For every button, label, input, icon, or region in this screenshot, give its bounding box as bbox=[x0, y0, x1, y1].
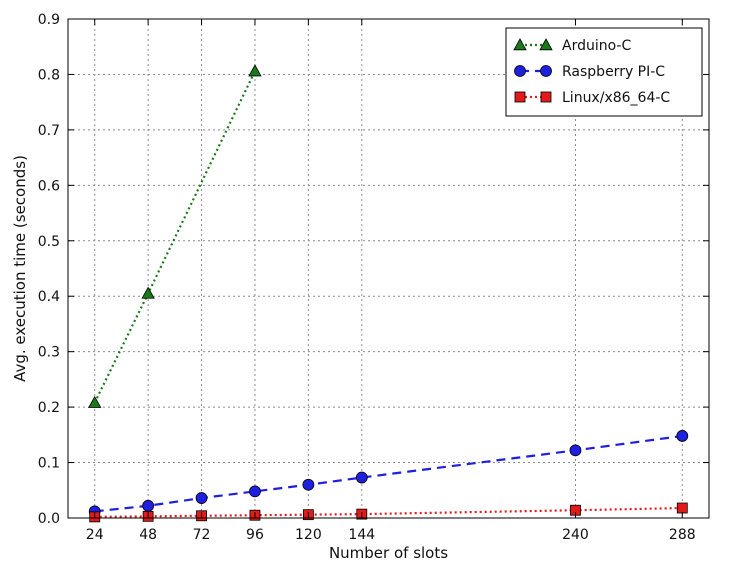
series-line bbox=[94, 506, 683, 518]
y-tick-label: 0.4 bbox=[38, 289, 60, 305]
y-tick-label: 0.1 bbox=[38, 456, 60, 472]
x-tick-label: 120 bbox=[295, 527, 322, 543]
x-axis-label: Number of slots bbox=[329, 544, 448, 562]
legend-label: Linux/x86_64-C bbox=[562, 90, 670, 106]
legend-marker bbox=[513, 38, 527, 51]
y-tick-label: 0.6 bbox=[38, 178, 60, 194]
x-tick-label: 288 bbox=[669, 527, 696, 543]
legend-marker bbox=[540, 91, 552, 103]
legend-entry: Raspberry PI-C bbox=[514, 64, 665, 80]
y-tick-label: 0.3 bbox=[38, 345, 60, 361]
y-tick-label: 0.9 bbox=[38, 12, 60, 28]
data-point bbox=[249, 485, 261, 498]
x-tick-label: 72 bbox=[193, 527, 211, 543]
data-point bbox=[676, 430, 689, 442]
x-tick-label: 24 bbox=[86, 527, 104, 543]
y-axis-label: Avg. execution time (seconds) bbox=[11, 155, 29, 382]
legend-marker bbox=[514, 65, 526, 77]
data-point bbox=[302, 478, 315, 491]
series-line bbox=[94, 434, 683, 513]
x-tick-label: 240 bbox=[562, 527, 589, 543]
series-triangle bbox=[88, 64, 262, 408]
data-point bbox=[195, 492, 208, 504]
y-tick-label: 0.7 bbox=[38, 123, 60, 139]
ticks: 24 48 72 96 120 144 240 288 0.0 0.1 0.2 0.3 0.4 0.5 0.… bbox=[38, 12, 709, 543]
legend-entry: Arduino-C bbox=[513, 38, 631, 54]
y-tick-label: 0.5 bbox=[38, 234, 60, 250]
y-tick-label: 0.0 bbox=[38, 511, 60, 527]
data-point bbox=[88, 395, 102, 408]
legend-entry: Linux/x86_64-C bbox=[514, 90, 670, 106]
legend-marker bbox=[514, 91, 526, 103]
data-point bbox=[141, 286, 155, 299]
legend-marker bbox=[540, 65, 552, 77]
x-tick-label: 48 bbox=[139, 527, 157, 543]
legend-marker bbox=[539, 38, 553, 51]
data-point bbox=[142, 499, 155, 512]
y-tick-label: 0.2 bbox=[38, 400, 60, 416]
data-point bbox=[676, 502, 688, 514]
x-tick-label: 96 bbox=[246, 527, 264, 543]
plot-frame bbox=[67, 18, 710, 519]
data-point bbox=[569, 444, 582, 457]
legend-label: Raspberry PI-C bbox=[562, 64, 665, 80]
legend-label: Arduino-C bbox=[562, 38, 631, 54]
data-point bbox=[248, 64, 262, 77]
x-tick-label: 144 bbox=[348, 527, 375, 543]
y-tick-label: 0.8 bbox=[38, 67, 60, 83]
legend: Arduino-C Raspberry PI-C Linux/x86_64-C bbox=[505, 27, 703, 117]
data-point bbox=[355, 471, 368, 484]
